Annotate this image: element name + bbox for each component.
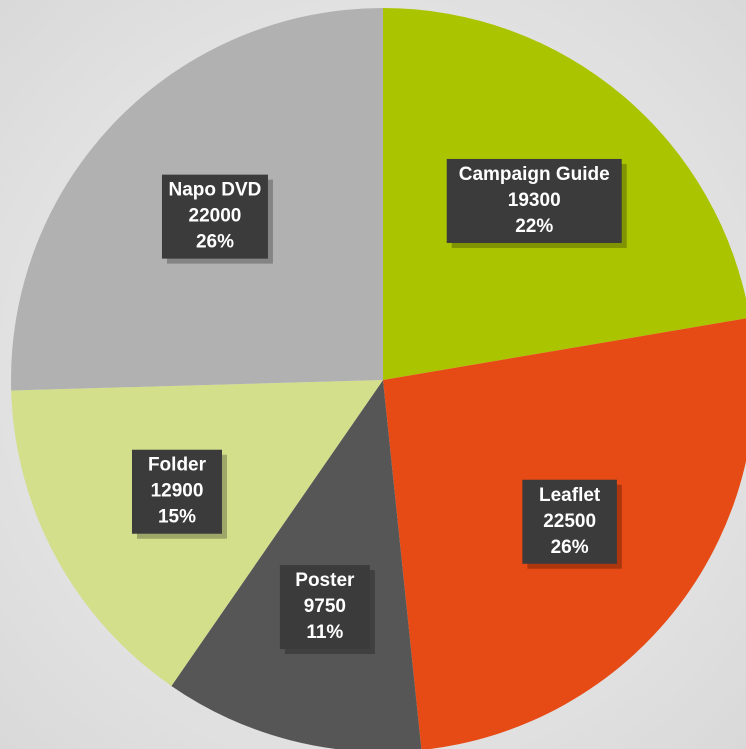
label-value: 22000 — [189, 206, 242, 227]
label-value: 22500 — [543, 511, 596, 532]
label-value: 12900 — [151, 481, 204, 502]
label-box — [161, 174, 268, 259]
label-box — [131, 449, 222, 534]
label-percent: 22% — [515, 216, 553, 237]
label-value: 9750 — [304, 596, 346, 617]
label-percent: 26% — [551, 537, 589, 558]
label-name: Leaflet — [539, 485, 601, 506]
label-percent: 11% — [306, 622, 343, 643]
label-name: Napo DVD — [169, 180, 262, 201]
labels: Campaign Guide 19300 22% Leaflet 22500 26% Pos… — [131, 158, 627, 655]
label-name: Campaign Guide — [459, 164, 610, 185]
label-box — [446, 158, 622, 243]
label-percent: 15% — [158, 507, 196, 528]
label-value: 19300 — [508, 190, 561, 211]
label-percent: 26% — [196, 232, 234, 253]
label-name: Poster — [295, 570, 355, 591]
slice — [171, 380, 422, 749]
label-name: Folder — [148, 455, 207, 476]
slices — [10, 8, 746, 749]
label-box — [279, 565, 370, 650]
label-box — [522, 479, 617, 564]
